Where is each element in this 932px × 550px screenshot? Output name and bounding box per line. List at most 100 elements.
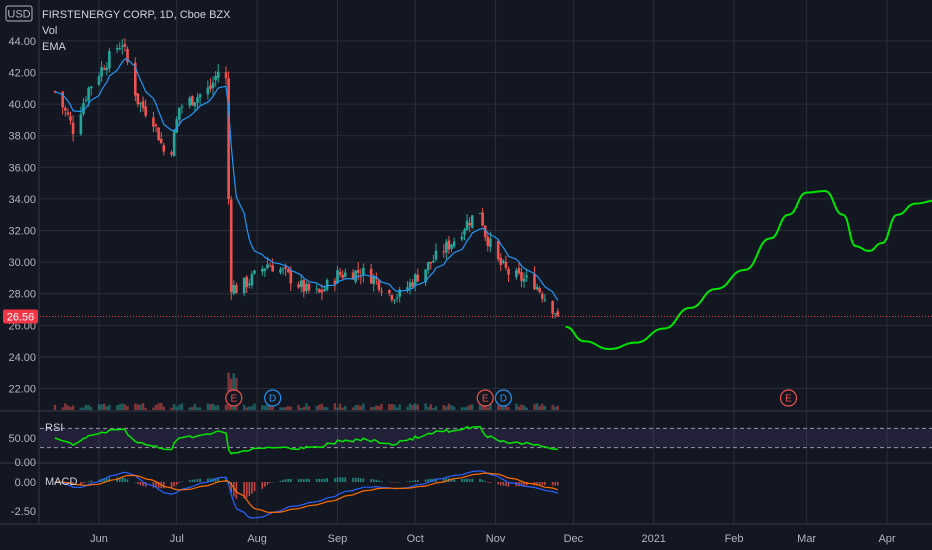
volume-bar — [289, 406, 293, 410]
candle-body — [279, 269, 282, 273]
dividend-marker[interactable]: D — [494, 389, 512, 407]
volume-bar — [333, 403, 337, 410]
volume-bar — [82, 407, 85, 410]
volume-bar — [61, 407, 64, 410]
macd-hist-bar — [245, 482, 248, 498]
candle-body — [235, 284, 238, 294]
volume-bar — [191, 406, 194, 410]
volume-bar — [538, 405, 541, 410]
volume-bar — [250, 405, 254, 410]
volume-bar — [338, 403, 342, 410]
price-tick-label: 28.00 — [8, 289, 36, 301]
macd-hist-bar — [424, 479, 427, 482]
volume-bar — [496, 405, 500, 410]
candle-body — [126, 48, 129, 63]
signal-line — [54, 472, 558, 513]
earnings-marker[interactable]: E — [779, 389, 798, 407]
volume-bar — [554, 406, 557, 410]
macd-hist-bar — [232, 482, 235, 497]
marker-circle — [476, 389, 494, 407]
macd-hist-bar — [453, 478, 455, 482]
macd-hist-bar — [87, 481, 90, 482]
macd-hist-bar — [334, 478, 336, 482]
volume-bar — [541, 403, 544, 410]
volume-bar — [253, 403, 256, 410]
candle-body — [89, 86, 93, 89]
candle-body — [351, 272, 355, 280]
symbol-title[interactable]: FIRSTENERGY CORP, 1D, Cboe BZX — [42, 9, 231, 21]
candle-body — [507, 269, 510, 275]
candle-body — [82, 103, 85, 114]
candle-body — [426, 262, 430, 271]
time-tick-label: Oct — [407, 533, 424, 545]
volume-bar — [97, 404, 101, 410]
macd-hist-bar — [321, 478, 323, 482]
volume-bar — [525, 407, 528, 410]
macd-hist-bar — [269, 482, 271, 484]
macd-hist-bar — [103, 478, 105, 482]
volume-bar — [445, 406, 448, 410]
candle-body — [198, 94, 202, 98]
candle-body — [102, 68, 106, 70]
volume-bar — [64, 403, 67, 410]
macd-hist-bar — [544, 482, 546, 486]
macd-hist-bar — [199, 478, 201, 482]
indicator-ema-label[interactable]: EMA — [42, 41, 67, 53]
rsi-label[interactable]: RSI — [45, 422, 63, 434]
candle-body — [380, 291, 383, 293]
earnings-marker[interactable]: E — [476, 389, 494, 407]
dividend-marker[interactable]: D — [264, 389, 282, 407]
macd-hist-bar — [336, 477, 339, 482]
candle-body — [463, 229, 466, 235]
time-tick-label: Nov — [486, 533, 506, 545]
volume-bar — [175, 406, 178, 410]
macd-label[interactable]: MACD — [45, 476, 77, 488]
candle-body — [336, 270, 339, 284]
candle-body — [121, 45, 124, 47]
volume-bar — [154, 404, 158, 410]
candle-body — [465, 220, 469, 231]
macd-hist-bar — [481, 479, 484, 482]
candle-body — [211, 82, 215, 88]
volume-bar — [507, 407, 510, 410]
candle-body — [343, 272, 347, 277]
candle-body — [432, 261, 435, 263]
price-axis[interactable]: 44.00 42.00 40.00 38.00 36.00 34.00 32.00 30.00… — [8, 36, 36, 396]
candle-body — [372, 276, 376, 285]
candle-body — [224, 72, 228, 79]
macd-hist-bar — [305, 478, 308, 482]
candle-body — [227, 78, 230, 199]
earnings-marker[interactable]: E — [225, 389, 243, 407]
volume-bar — [152, 407, 155, 410]
macd-tick-label: -2.50 — [11, 506, 36, 518]
volume-bar — [245, 407, 248, 410]
macd-hist-bar — [230, 482, 232, 493]
macd-hist-bar — [157, 482, 160, 489]
volume-bar — [484, 404, 487, 410]
volume-bar — [556, 405, 560, 410]
macd-hist-bar — [380, 481, 383, 482]
macd-hist-bar — [461, 479, 463, 482]
macd-hist-bar — [398, 481, 401, 483]
macd-hist-bar — [372, 479, 375, 482]
time-axis[interactable]: Jun Jul Aug Sep Oct Nov Dec 2021 Feb Mar Apr — [90, 533, 896, 545]
candle-body — [229, 199, 233, 293]
candle-body — [170, 152, 173, 155]
volume-bar — [157, 403, 160, 410]
indicator-vol-label[interactable]: Vol — [42, 25, 57, 37]
time-tick-label: Aug — [247, 533, 267, 545]
candle-body — [504, 261, 508, 268]
volume-bar — [411, 404, 414, 410]
candle-body — [66, 112, 70, 115]
macd-hist-bar — [466, 478, 468, 482]
currency-badge[interactable] — [5, 5, 33, 22]
macd-hist-bar — [271, 481, 274, 483]
macd-hist-bar — [207, 478, 209, 482]
candle-body — [496, 240, 500, 260]
macd-hist-bar — [243, 482, 245, 499]
volume-bar — [354, 405, 357, 410]
candle-body — [411, 282, 414, 287]
volume-bar — [198, 407, 202, 410]
volume-bar — [268, 406, 272, 410]
